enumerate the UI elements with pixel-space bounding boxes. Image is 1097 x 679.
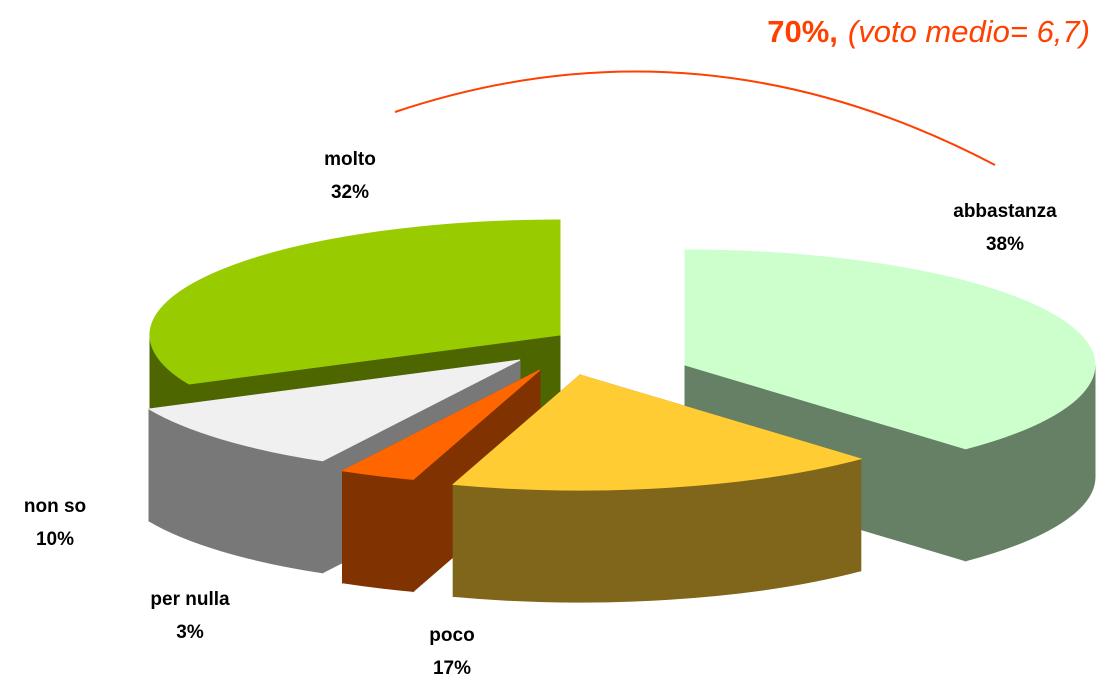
value-label: 3% (176, 622, 204, 643)
slice-side (342, 470, 414, 592)
slice-top (147, 359, 521, 462)
annotation-note: (voto medio= 6,7) (848, 14, 1090, 49)
slices (147, 219, 1096, 603)
slice-top (149, 219, 561, 385)
value-label: 32% (331, 182, 369, 203)
annotation: 70%, (voto medio= 6,7) (767, 14, 1090, 49)
category-label: molto (324, 149, 376, 170)
category-label: per nulla (150, 589, 230, 610)
slice-top (452, 374, 863, 491)
value-label: 17% (433, 658, 471, 679)
slice-top (340, 369, 541, 480)
annotation-arc (394, 70, 996, 166)
value-label: 38% (986, 234, 1024, 255)
category-label: abbastanza (953, 201, 1057, 222)
labels: abbastanza 38% poco 17% per nulla 3% non so 10%… (24, 149, 1057, 679)
slice-top (684, 249, 1096, 450)
category-label: non so (24, 496, 86, 517)
category-label: poco (429, 625, 474, 646)
value-label: 10% (36, 529, 74, 550)
annotation-value: 70%, (767, 14, 838, 49)
